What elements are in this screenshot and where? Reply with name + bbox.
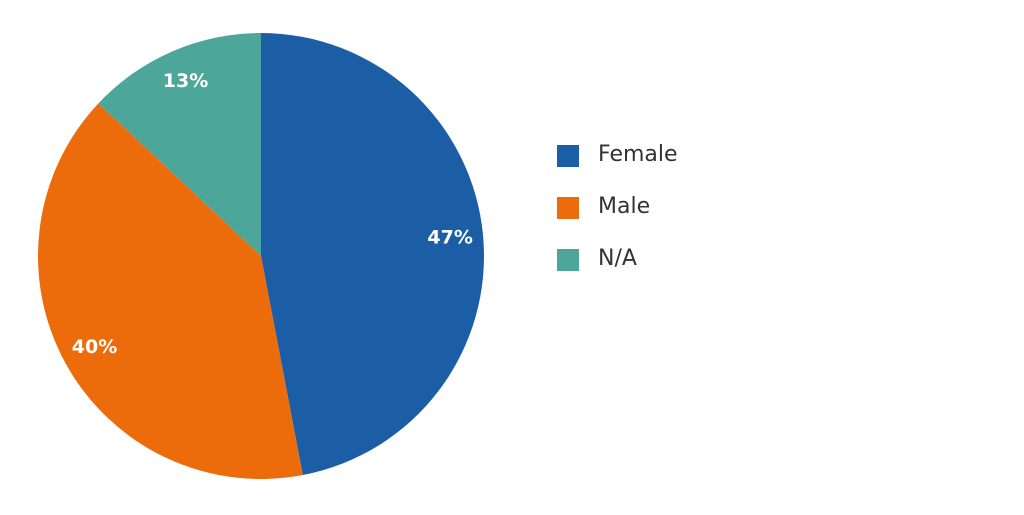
legend-swatch-male	[557, 197, 579, 219]
chart-legend: Female Male N/A	[557, 140, 678, 296]
legend-label-female: Female	[598, 142, 678, 167]
legend-label-male: Male	[598, 194, 651, 219]
legend-item-na: N/A	[557, 244, 678, 296]
pie-label-female: 47%	[427, 227, 472, 249]
pie-slice-labels: 47% 40% 13%	[72, 70, 473, 358]
pie-slice-male	[38, 103, 303, 479]
pie-chart: 47% 40% 13%	[38, 33, 484, 479]
pie-slices	[38, 33, 484, 479]
legend-swatch-na	[557, 249, 579, 271]
legend-swatch-female	[557, 145, 579, 167]
legend-item-female: Female	[557, 140, 678, 192]
pie-slice-female	[261, 33, 484, 476]
pie-label-male: 40%	[72, 336, 117, 358]
pie-label-n-a: 13%	[163, 70, 208, 92]
legend-label-na: N/A	[598, 246, 637, 271]
legend-item-male: Male	[557, 192, 678, 244]
pie-slice-n-a	[98, 33, 261, 256]
